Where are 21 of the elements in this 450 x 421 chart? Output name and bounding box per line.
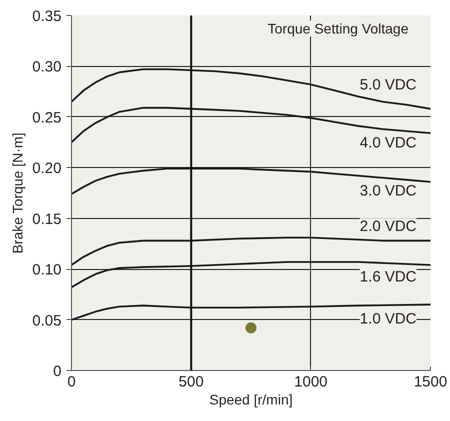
x-tick-label: 0 bbox=[67, 374, 76, 390]
y-tick-label: 0.30 bbox=[32, 58, 62, 76]
series-label: 5.0 VDC bbox=[360, 76, 417, 94]
y-tick-label: 0.20 bbox=[32, 160, 62, 178]
y-tick-label: 0.05 bbox=[32, 312, 62, 330]
y-axis-title: Brake Torque [N·m] bbox=[9, 132, 26, 254]
series-label: 4.0 VDC bbox=[360, 134, 417, 152]
y-tick-label: 0.35 bbox=[32, 8, 62, 25]
series-label: 3.0 VDC bbox=[360, 182, 417, 200]
x-tick-label: 500 bbox=[178, 374, 204, 390]
x-tick-label: 1500 bbox=[414, 374, 448, 390]
y-tick-label: 0.15 bbox=[32, 210, 62, 228]
series-label: 1.6 VDC bbox=[360, 268, 417, 286]
legend-title: Torque Setting Voltage bbox=[268, 20, 409, 36]
y-tick-label: 0.25 bbox=[32, 109, 62, 126]
x-axis-title: Speed [r/min] bbox=[209, 392, 293, 408]
series-label: 1.0 VDC bbox=[360, 310, 417, 328]
series-label: 2.0 VDC bbox=[360, 218, 417, 236]
x-tick-label: 1000 bbox=[294, 374, 328, 390]
y-tick-label: 0.10 bbox=[32, 262, 62, 279]
y-tick-label: 0 bbox=[53, 363, 62, 380]
